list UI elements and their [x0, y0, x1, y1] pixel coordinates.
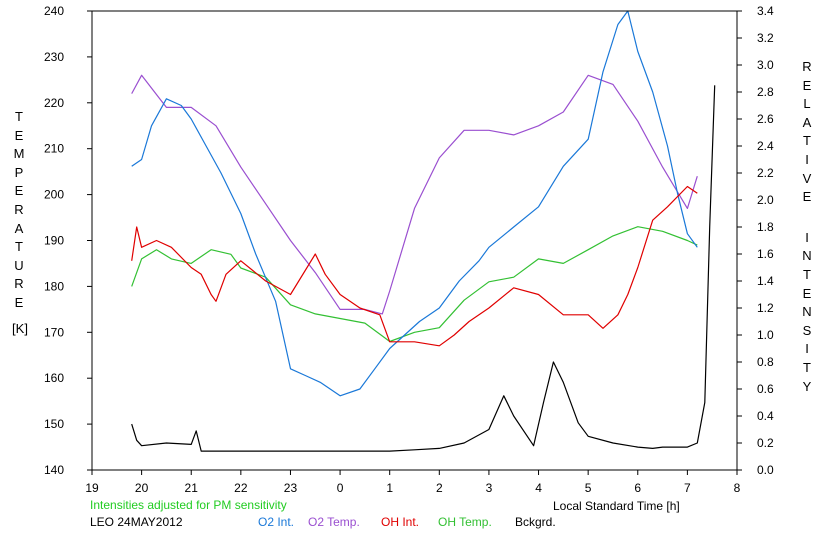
y-right-tick-label: 0.4	[757, 409, 774, 423]
y-right-tick-label: 2.4	[757, 139, 774, 153]
series-layer	[131, 10, 716, 452]
y-right-tick-label: 0.6	[757, 382, 774, 396]
x-tick-label: 23	[284, 481, 298, 495]
y-right-tick-label: 0.8	[757, 355, 774, 369]
y-right-tick-label: 2.6	[757, 112, 774, 126]
y-right-label-letter: I	[805, 151, 809, 167]
series-oh-int-line	[131, 185, 698, 347]
series-bckgrd-line	[131, 85, 716, 452]
y-left-tick-label: 230	[44, 50, 64, 64]
y-left-label-letter: U	[14, 257, 24, 273]
series-o2-temp-line	[131, 74, 698, 315]
legend-o2-int: O2 Int.	[258, 515, 295, 529]
x-tick-label: 19	[85, 481, 99, 495]
y-left-unit: [K]	[12, 320, 28, 336]
y-right-tick-label: 0.0	[757, 463, 774, 477]
y-left-tick-label: 240	[44, 4, 64, 18]
x-tick-label: 22	[234, 481, 248, 495]
x-axis-label: Local Standard Time [h]	[553, 499, 680, 513]
y-left-label-letter: T	[15, 239, 23, 255]
y-left-tick-label: 180	[44, 279, 64, 293]
x-tick-label: 1	[386, 481, 393, 495]
y-left-label-letter: A	[14, 220, 24, 236]
x-tick-label: 21	[185, 481, 199, 495]
y-right-tick-label: 1.0	[757, 328, 774, 342]
y-left-label-letter: M	[13, 146, 25, 162]
y-right-tick-label: 1.2	[757, 301, 774, 315]
y-right-label-letter: T	[803, 133, 811, 149]
y-right-label-letter: I	[805, 229, 809, 245]
y-right-label-letter: E	[802, 189, 812, 205]
y-left-label-letter: E	[14, 127, 24, 143]
x-tick-label: 2	[436, 481, 443, 495]
y-right-tick-label: 2.2	[757, 166, 774, 180]
x-tick-label: 0	[337, 481, 344, 495]
y-left-tick-label: 140	[44, 463, 64, 477]
station-label: LEO 24MAY2012	[90, 515, 183, 529]
series-o2-int-line	[131, 10, 698, 397]
y-right-tick-label: 1.4	[757, 274, 774, 288]
y-right-label-letter: V	[802, 170, 812, 186]
y-right-label-letter: R	[802, 59, 812, 74]
plot-frame	[91, 10, 738, 471]
series-oh-temp-line	[131, 226, 698, 343]
y-left-tick-label: 150	[44, 417, 64, 431]
legend-o2-temp: O2 Temp.	[308, 515, 360, 529]
y-left-label-letter: R	[14, 201, 24, 217]
y-left-label-letter: P	[14, 164, 24, 180]
y-right-label-letter: E	[802, 285, 812, 301]
y-left-label-letter: R	[14, 276, 24, 292]
y-right-tick-label: 3.2	[757, 31, 774, 45]
y-left-label-letter: E	[14, 183, 24, 199]
y-right-label-letter: L	[803, 96, 811, 112]
y-right-tick-label: 0.2	[757, 436, 774, 450]
x-tick-label: 8	[734, 481, 741, 495]
y-right-label-letter: T	[803, 266, 811, 282]
y-right-tick-label: 3.0	[757, 58, 774, 72]
y-right-label-letter: S	[802, 322, 812, 338]
y-right-tick-label: 2.8	[757, 85, 774, 99]
y-left-label-letter: T	[15, 109, 23, 124]
y-right-label-letter: I	[805, 341, 809, 357]
y-right-tick-label: 2.0	[757, 193, 774, 207]
y-right-label-letter: A	[802, 114, 812, 130]
y-left-tick-label: 190	[44, 234, 64, 248]
y-left-tick-label: 220	[44, 96, 64, 110]
x-tick-label: 6	[634, 481, 641, 495]
y-right-tick-label: 3.4	[757, 4, 774, 18]
y-right-label-letter: Y	[802, 378, 812, 394]
note-text: Intensities adjusted for PM sensitivity	[90, 498, 287, 512]
y-right-tick-label: 1.6	[757, 247, 774, 261]
y-right-label-letter: E	[802, 77, 812, 93]
x-tick-label: 7	[684, 481, 691, 495]
y-right-tick-label: 1.8	[757, 220, 774, 234]
y-right-label-letter: N	[802, 304, 812, 320]
y-left-label-letter: E	[14, 294, 24, 310]
y-left-tick-label: 160	[44, 371, 64, 385]
x-tick-label: 3	[486, 481, 493, 495]
x-tick-label: 4	[535, 481, 542, 495]
y-left-tick-label: 210	[44, 142, 64, 156]
x-tick-label: 20	[135, 481, 149, 495]
tick-layer: 19 20 21 22 23 0 1 2 3 4 5 6 7 8140150160170180190200…	[44, 4, 774, 495]
x-tick-label: 5	[585, 481, 592, 495]
y-right-label-letter: T	[803, 359, 811, 375]
legend-oh-temp: OH Temp.	[438, 515, 492, 529]
legend-oh-int: OH Int.	[381, 515, 420, 529]
y-left-tick-label: 200	[44, 188, 64, 202]
legend-bckgrd: Bckgrd.	[515, 515, 556, 529]
y-left-tick-label: 170	[44, 325, 64, 339]
y-right-label-letter: N	[802, 248, 812, 264]
